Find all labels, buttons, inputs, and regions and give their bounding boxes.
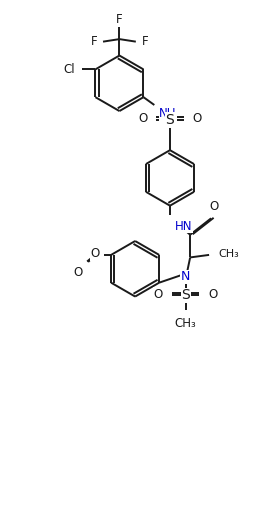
Text: CH₃: CH₃ [175,317,197,330]
Text: O: O [208,287,218,301]
Text: O: O [154,287,163,301]
Text: F: F [116,13,123,26]
Text: O: O [138,112,147,125]
Text: CH₃: CH₃ [219,249,240,259]
Text: N: N [181,270,190,284]
Text: O: O [210,199,219,213]
Text: HN: HN [174,219,192,233]
Text: F: F [91,35,98,48]
Text: S: S [166,113,174,127]
Text: NH: NH [159,107,177,120]
Text: O: O [74,266,83,278]
Text: O: O [90,247,100,260]
Text: F: F [141,35,148,48]
Text: S: S [181,288,190,302]
Text: O: O [193,112,202,125]
Text: Cl: Cl [64,63,75,76]
